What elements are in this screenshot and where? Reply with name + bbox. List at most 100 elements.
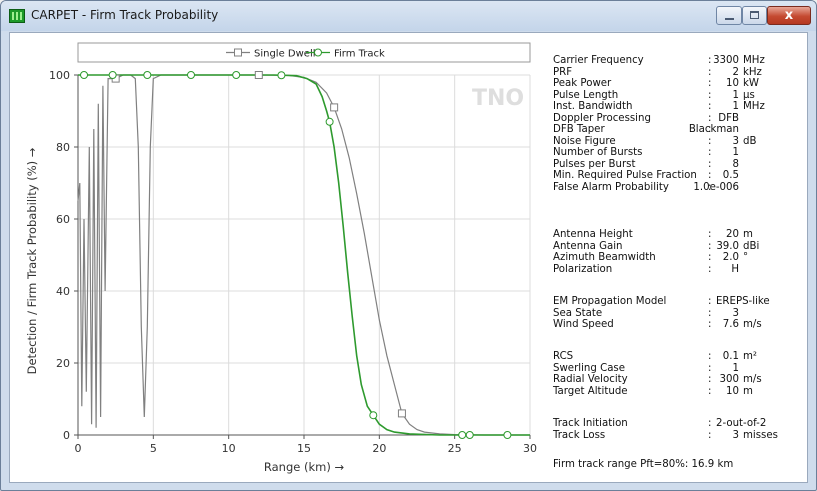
x-tick-label: 5 (150, 442, 157, 455)
param-value: 1.0e-006 (693, 181, 739, 193)
y-tick-label: 0 (63, 429, 70, 442)
param-row: Swerling Case: 1 (553, 363, 803, 375)
param-value: 39.0 (716, 240, 739, 252)
param-value: 1 (732, 362, 739, 374)
param-label: Swerling Case (553, 362, 626, 374)
param-unit: kW (743, 78, 759, 89)
x-tick-label: 10 (222, 442, 236, 455)
param-unit: kHz (743, 66, 762, 78)
param-label: Carrier Frequency (553, 55, 644, 66)
param-separator: : (708, 385, 712, 397)
probability-chart: TNO 0 5 10 15 20 25 30 0 20 40 60 80 100 Range (km) → D… (25, 42, 537, 474)
param-separator: : (708, 252, 712, 263)
close-icon: x (784, 8, 794, 23)
param-value: 1 (732, 147, 739, 158)
param-separator: : (708, 112, 712, 124)
param-row: Sea State: 3 (553, 308, 803, 320)
param-label: Track Initiation (553, 418, 628, 429)
y-axis-title: Detection / Firm Track Probability (%) → (25, 147, 39, 374)
param-separator: : (708, 362, 712, 374)
param-value: 1 (732, 89, 739, 101)
y-tick-label: 60 (56, 213, 70, 226)
param-row: RCS:0.1 m² (553, 351, 803, 363)
param-value: DFB (718, 112, 739, 124)
x-tick-label: 30 (523, 442, 537, 455)
data-point-marker (458, 431, 467, 439)
data-point-marker (80, 71, 89, 79)
carpet-app-icon (9, 9, 25, 23)
param-value: Blackman (688, 124, 739, 135)
data-point-marker (254, 71, 263, 79)
minimize-button[interactable] (716, 6, 742, 25)
param-separator: : (708, 351, 712, 362)
param-value: 1 (732, 101, 739, 112)
param-row: Azimuth Beamwidth:2.0 ° (553, 252, 803, 264)
param-separator: : (708, 418, 712, 429)
legend-label: Single Dwell (254, 49, 316, 60)
param-value: 3 (732, 135, 739, 147)
param-label: Track Loss (553, 429, 606, 441)
data-point-marker (187, 71, 195, 79)
param-row: Carrier Frequency:3300 MHz (553, 55, 803, 67)
param-unit: m² (743, 351, 758, 362)
param-value: 0.5 (722, 170, 739, 181)
y-tick-label: 80 (56, 141, 70, 154)
param-label: Target Altitude (553, 385, 628, 397)
data-point-marker (369, 411, 378, 420)
legend-label: Firm Track (334, 49, 385, 60)
client-area: TNO 0 5 10 15 20 25 30 0 20 40 60 80 100 Range (km) → D… (9, 32, 808, 483)
param-label: Pulse Length (553, 89, 619, 101)
close-button[interactable]: x (767, 6, 811, 25)
data-point-marker (325, 117, 334, 126)
data-point-marker (277, 71, 286, 80)
data-point-marker (503, 431, 512, 439)
param-label: Min. Required Pulse Fraction (553, 170, 697, 181)
x-tick-label: 20 (372, 442, 386, 455)
param-row: False Alarm Probability:1.0e-006 (553, 182, 803, 194)
param-unit: µs (743, 89, 755, 101)
param-row: Target Altitude: 10 m (553, 386, 803, 398)
param-label: Sea State (553, 307, 603, 319)
window-title: CARPET - Firm Track Probability (31, 8, 219, 22)
param-separator: : (708, 101, 712, 112)
x-tick-label: 25 (448, 442, 462, 455)
param-separator: : (708, 263, 712, 275)
param-value: 3 (732, 429, 739, 441)
param-row: Doppler Processing: DFB (553, 113, 803, 125)
param-value: 10 (726, 78, 739, 89)
param-label: Azimuth Beamwidth (553, 252, 656, 263)
param-label: Polarization (553, 263, 613, 275)
x-axis-title: Range (km) → (264, 460, 345, 474)
maximize-button[interactable] (742, 6, 767, 25)
legend-swatch-marker (234, 48, 242, 57)
param-label: False Alarm Probability (553, 181, 669, 193)
x-tick-label: 15 (297, 442, 311, 455)
data-point-marker (143, 71, 152, 79)
param-row: Track Initiation:2-out-of-2 (553, 418, 803, 430)
param-row: Antenna Height: 20 m (553, 229, 803, 241)
param-value: 20 (726, 229, 739, 240)
param-separator: : (708, 124, 712, 135)
param-label: EM Propagation Model (553, 296, 667, 307)
param-row: Antenna Gain:39.0 dBi (553, 241, 803, 253)
param-unit: m/s (743, 374, 762, 385)
param-label: Doppler Processing (553, 112, 651, 124)
param-value: 2-out-of-2 (716, 418, 767, 429)
param-label: Number of Bursts (553, 147, 643, 158)
param-label: Radial Velocity (553, 374, 628, 385)
param-separator: : (708, 158, 712, 170)
title-bar[interactable]: CARPET - Firm Track Probability x (1, 1, 816, 31)
param-row: Polarization: H (553, 264, 803, 276)
param-row: Pulse Length: 1 µs (553, 90, 803, 102)
param-unit: ° (743, 252, 749, 263)
param-value: 7.6 (722, 319, 739, 330)
param-row: Noise Figure: 3 dB (553, 136, 803, 148)
series-line-single-dwell (77, 74, 530, 436)
param-row: Radial Velocity:300 m/s (553, 374, 803, 386)
param-separator: : (708, 319, 712, 330)
param-separator: : (708, 89, 712, 101)
param-label: RCS (553, 351, 574, 362)
minimize-icon (725, 18, 734, 20)
param-label: Noise Figure (553, 135, 616, 147)
